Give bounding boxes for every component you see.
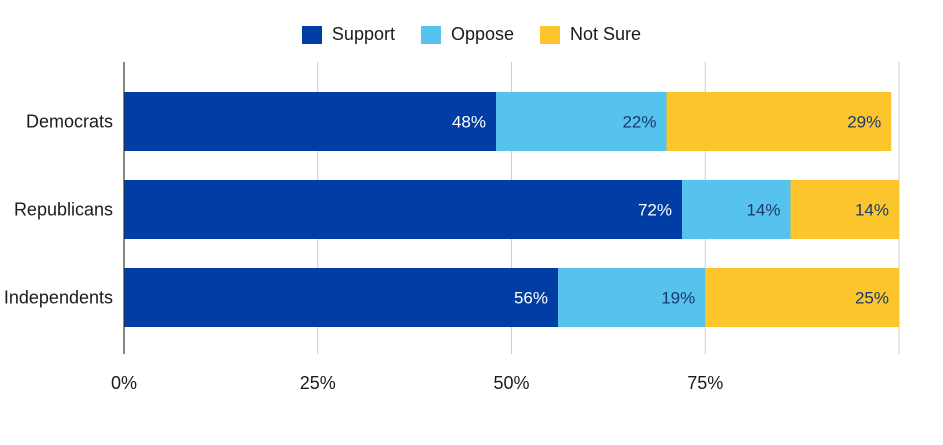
data-label-not-sure-independents: 25% bbox=[855, 289, 889, 308]
bar-oppose-independents bbox=[558, 268, 706, 327]
x-tick-label-50: 50% bbox=[493, 373, 529, 393]
bar-not-sure-independents bbox=[705, 268, 899, 327]
legend-item-oppose: Oppose bbox=[420, 24, 515, 45]
category-label-independents: Independents bbox=[4, 288, 113, 308]
legend-label-oppose: Oppose bbox=[450, 24, 515, 44]
legend-swatch-not-sure bbox=[540, 25, 561, 44]
x-tick-label-75: 75% bbox=[687, 373, 723, 393]
x-tick-label-25: 25% bbox=[300, 373, 336, 393]
data-label-support-democrats: 48% bbox=[452, 113, 486, 132]
legend-swatch-support bbox=[301, 25, 322, 44]
x-tick-label-0: 0% bbox=[111, 373, 137, 393]
legend-label-support: Support bbox=[331, 24, 395, 44]
data-label-support-independents: 56% bbox=[514, 289, 548, 308]
category-label-republicans: Republicans bbox=[14, 200, 113, 220]
legend-swatch-oppose bbox=[420, 25, 441, 44]
category-label-democrats: Democrats bbox=[26, 112, 113, 132]
data-label-not-sure-democrats: 29% bbox=[847, 113, 881, 132]
bar-not-sure-republicans bbox=[790, 180, 899, 239]
data-label-support-republicans: 72% bbox=[638, 201, 672, 220]
bar-support-independents bbox=[124, 268, 558, 327]
bar-support-republicans bbox=[124, 180, 682, 239]
bar-oppose-republicans bbox=[682, 180, 791, 239]
data-label-not-sure-republicans: 14% bbox=[855, 201, 889, 220]
data-label-oppose-democrats: 22% bbox=[622, 113, 656, 132]
data-label-oppose-independents: 19% bbox=[661, 289, 695, 308]
legend-label-not-sure: Not Sure bbox=[570, 24, 642, 44]
bar-support-democrats bbox=[124, 92, 496, 151]
data-label-oppose-republicans: 14% bbox=[746, 201, 780, 220]
legend-item-support: Support bbox=[301, 24, 395, 45]
legend-item-not-sure: Not Sure bbox=[540, 24, 641, 45]
legend: Support Oppose Not Sure bbox=[0, 24, 943, 45]
bar-oppose-democrats bbox=[496, 92, 667, 151]
bar-not-sure-democrats bbox=[666, 92, 892, 151]
